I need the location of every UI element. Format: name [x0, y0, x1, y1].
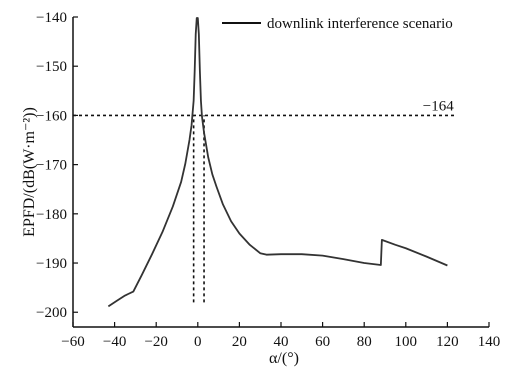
tick-labels-layer: −60 −40 −20 0 20 40 60 80 100 120 140−140−150−160−…	[36, 10, 500, 350]
y-tick-label: −200	[36, 305, 67, 321]
x-tick-label: −40	[103, 334, 126, 350]
x-tick-label: 40	[274, 334, 289, 350]
y-tick-label: −170	[36, 158, 67, 174]
x-tick-label: 0	[194, 334, 202, 350]
x-tick-label: 120	[436, 334, 459, 350]
y-tick-label: −160	[36, 108, 67, 124]
y-tick-label: −150	[36, 59, 67, 75]
annotations-layer: −164	[73, 98, 456, 303]
ticks-layer	[72, 16, 490, 327]
x-tick-label: 80	[357, 334, 372, 350]
y-tick-label: −190	[36, 256, 67, 272]
legend: downlink interference scenario	[222, 16, 453, 32]
x-tick-label: 60	[315, 334, 330, 350]
series-line	[107, 17, 448, 308]
x-tick-label: 20	[232, 334, 247, 350]
x-tick-label: −60	[61, 334, 84, 350]
y-tick-label: −140	[36, 10, 67, 26]
x-tick-label: 100	[395, 334, 418, 350]
x-axis-title: α/(°)	[269, 350, 299, 367]
legend-label: downlink interference scenario	[267, 16, 453, 32]
series-layer	[107, 17, 448, 308]
y-axis-title: EPFD/(dB(W·m⁻²))	[21, 107, 38, 237]
threshold-label: −164	[423, 98, 454, 114]
y-tick-label: −180	[36, 207, 67, 223]
x-tick-label: −20	[144, 334, 167, 350]
x-tick-label: 140	[478, 334, 501, 350]
axes-layer	[72, 17, 489, 328]
